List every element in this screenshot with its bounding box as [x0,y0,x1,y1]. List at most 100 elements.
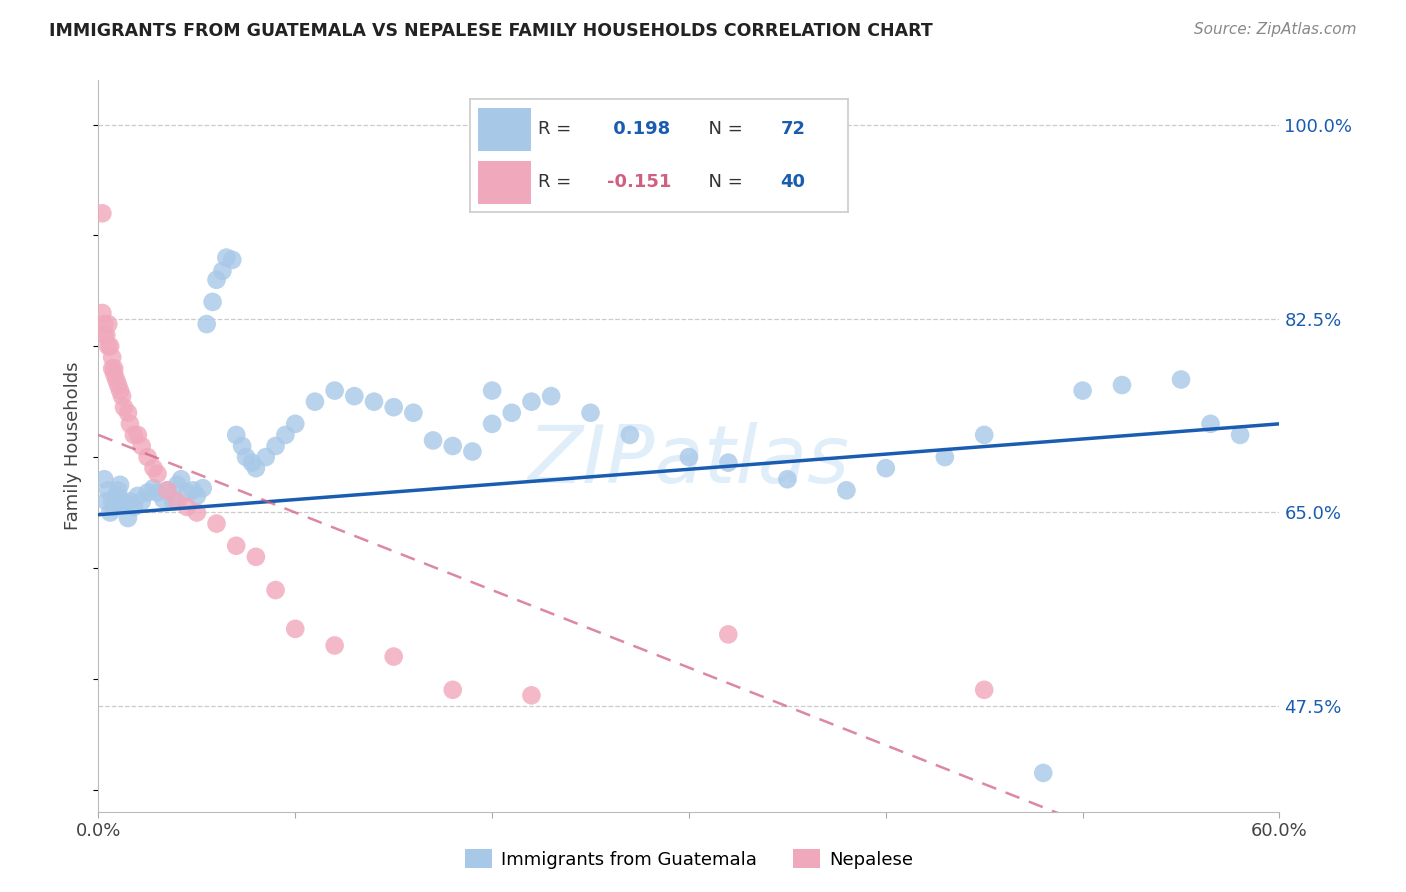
Point [156,483,179,498]
Point [284,622,307,636]
Point [91,206,114,220]
Point [717,627,740,641]
Point [225,428,247,442]
Point [105,372,128,386]
Point [101,361,124,376]
Point [156,483,179,498]
Point [96,494,118,508]
Point [142,481,165,495]
Point [166,494,188,508]
Point [103,367,125,381]
Point [382,401,405,415]
Point [166,477,188,491]
Point [117,511,139,525]
Point [323,639,346,653]
Point [131,494,153,508]
Point [461,444,484,458]
Point [441,682,464,697]
Text: IMMIGRANTS FROM GUATEMALA VS NEPALESE FAMILY HOUSEHOLDS CORRELATION CHART: IMMIGRANTS FROM GUATEMALA VS NEPALESE FA… [49,22,934,40]
Point [146,485,169,500]
Point [1199,417,1222,431]
Point [973,428,995,442]
Point [122,500,145,514]
Point [274,428,297,442]
Point [363,394,385,409]
Point [131,439,153,453]
Point [225,539,247,553]
Point [97,339,120,353]
Point [284,417,307,431]
Point [107,378,129,392]
Point [835,483,858,498]
Point [152,492,174,507]
Point [181,483,204,498]
Point [205,273,228,287]
Point [520,689,543,703]
Point [96,328,118,343]
Point [108,384,131,398]
Point [323,384,346,398]
Point [186,489,208,503]
Text: Source: ZipAtlas.com: Source: ZipAtlas.com [1194,22,1357,37]
Point [122,428,145,442]
Point [127,489,149,503]
Point [205,516,228,531]
Point [103,500,125,514]
Point [103,361,125,376]
Point [97,483,120,498]
Point [176,500,198,514]
Point [304,394,326,409]
Point [146,467,169,481]
Point [105,489,128,503]
Point [117,406,139,420]
Point [191,481,214,495]
Point [93,472,115,486]
Point [97,317,120,331]
Point [118,417,141,431]
Point [211,264,233,278]
Point [245,549,267,564]
Point [176,485,198,500]
Point [111,494,134,508]
Point [678,450,700,464]
Point [98,339,121,353]
Point [111,389,134,403]
Point [875,461,897,475]
Point [108,477,131,491]
Point [170,472,193,486]
Text: ZIPatlas: ZIPatlas [527,422,851,500]
Point [717,456,740,470]
Point [776,472,799,486]
Point [186,506,208,520]
Point [127,428,149,442]
Point [245,461,267,475]
Point [1111,378,1133,392]
Point [264,439,287,453]
Point [235,450,257,464]
Point [1032,766,1054,780]
Point [973,682,995,697]
Point [1229,428,1251,442]
Point [240,456,263,470]
Point [481,384,503,398]
Point [93,317,115,331]
Point [162,494,184,508]
Point [91,306,114,320]
Point [107,483,129,498]
Point [112,497,135,511]
Point [934,450,956,464]
Point [1170,372,1192,386]
Legend: Immigrants from Guatemala, Nepalese: Immigrants from Guatemala, Nepalese [457,842,921,876]
Y-axis label: Family Households: Family Households [65,362,83,530]
Point [520,394,543,409]
Point [264,583,287,598]
Point [540,389,562,403]
Point [579,406,602,420]
Point [118,494,141,508]
Point [101,494,124,508]
Point [422,434,444,448]
Point [481,417,503,431]
Point [382,649,405,664]
Point [195,317,218,331]
Point [112,401,135,415]
